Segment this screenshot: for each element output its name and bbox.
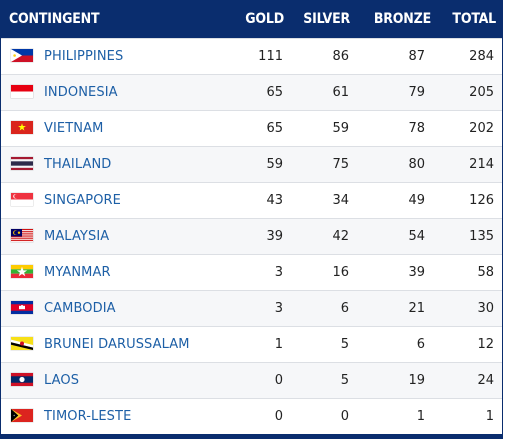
total-count: 205 [469,84,494,100]
header-total[interactable]: TOTAL [452,11,496,28]
total-count: 284 [469,48,494,64]
country-cell: THAILAND [1,146,227,182]
table-row: SINGAPORE 43 34 49 126 [1,182,502,218]
total-count: 24 [477,372,494,388]
table-row: LAOS 0 5 19 24 [1,362,502,398]
bronze-count: 79 [408,84,425,100]
silver-count: 42 [332,228,349,244]
gold-count: 43 [266,192,283,208]
header-silver[interactable]: SILVER [303,11,350,28]
indonesia-flag-icon [11,84,33,98]
country-cell: BRUNEI DARUSSALAM [1,326,227,362]
country-cell: MALAYSIA [1,218,227,254]
total-count: 135 [469,228,494,244]
philippines-flag-icon [11,48,33,62]
country-link-cambodia[interactable]: CAMBODIA [44,300,116,316]
gold-count: 0 [274,408,283,424]
country-cell: VIETNAM [1,110,227,146]
bronze-count: 21 [408,300,425,316]
malaysia-flag-icon [11,228,33,242]
country-link-myanmar[interactable]: MYANMAR [44,264,111,280]
cambodia-flag-icon [11,300,33,314]
total-count: 58 [477,264,494,280]
table-row: MALAYSIA 39 42 54 135 [1,218,502,254]
brunei-flag-icon [11,336,33,350]
bronze-count: 19 [408,372,425,388]
laos-flag-icon [11,372,33,386]
bronze-count: 87 [408,48,425,64]
country-cell: LAOS [1,362,227,398]
myanmar-flag-icon [11,264,33,278]
silver-count: 86 [332,48,349,64]
total-count: 214 [469,156,494,172]
bronze-count: 39 [408,264,425,280]
silver-count: 16 [332,264,349,280]
header-row: CONTINGENT GOLD SILVER BRONZE TOTAL [1,1,502,38]
country-cell: MYANMAR [1,254,227,290]
gold-count: 0 [274,372,283,388]
medal-table-header: CONTINGENT GOLD SILVER BRONZE TOTAL [1,1,502,38]
country-cell: CAMBODIA [1,290,227,326]
gold-count: 1 [274,336,283,352]
gold-count: 111 [258,48,283,64]
country-link-vietnam[interactable]: VIETNAM [44,120,104,136]
gold-count: 65 [266,84,283,100]
total-count: 202 [469,120,494,136]
country-link-laos[interactable]: LAOS [44,372,80,388]
silver-count: 75 [332,156,349,172]
silver-count: 6 [340,300,349,316]
country-cell: PHILIPPINES [1,38,227,74]
medal-table: CONTINGENT GOLD SILVER BRONZE TOTAL PHIL… [1,1,502,434]
header-gold[interactable]: GOLD [245,11,284,28]
silver-count: 5 [340,336,349,352]
bronze-count: 80 [408,156,425,172]
vietnam-flag-icon [11,120,33,134]
thailand-flag-icon [11,156,33,170]
table-row: INDONESIA 65 61 79 205 [1,74,502,110]
country-link-timor-leste[interactable]: TIMOR-LESTE [44,408,132,424]
gold-count: 59 [266,156,283,172]
table-row: MYANMAR 3 16 39 58 [1,254,502,290]
bronze-count: 78 [408,120,425,136]
table-row: CAMBODIA 3 6 21 30 [1,290,502,326]
table-row: TIMOR-LESTE 0 0 1 1 [1,398,502,434]
country-link-philippines[interactable]: PHILIPPINES [44,48,124,64]
silver-count: 5 [340,372,349,388]
bronze-count: 49 [408,192,425,208]
silver-count: 0 [340,408,349,424]
header-contingent[interactable]: CONTINGENT [9,11,100,28]
table-row: VIETNAM 65 59 78 202 [1,110,502,146]
header-bronze[interactable]: BRONZE [373,11,431,28]
table-row: THAILAND 59 75 80 214 [1,146,502,182]
gold-count: 39 [266,228,283,244]
bronze-count: 54 [408,228,425,244]
gold-count: 3 [274,300,283,316]
country-cell: INDONESIA [1,74,227,110]
country-cell: SINGAPORE [1,182,227,218]
gold-count: 65 [266,120,283,136]
country-link-thailand[interactable]: THAILAND [44,156,112,172]
country-link-malaysia[interactable]: MALAYSIA [44,228,110,244]
silver-count: 61 [332,84,349,100]
table-row: BRUNEI DARUSSALAM 1 5 6 12 [1,326,502,362]
bronze-count: 6 [416,336,425,352]
total-count: 12 [477,336,494,352]
total-count: 126 [469,192,494,208]
singapore-flag-icon [11,192,33,206]
total-count: 1 [485,408,494,424]
bronze-count: 1 [416,408,425,424]
gold-count: 3 [274,264,283,280]
silver-count: 34 [332,192,349,208]
table-row: PHILIPPINES 111 86 87 284 [1,38,502,74]
medal-table-body: PHILIPPINES 111 86 87 284 INDONESIA 65 6… [1,38,502,434]
total-count: 30 [477,300,494,316]
country-link-brunei-darussalam[interactable]: BRUNEI DARUSSALAM [44,336,190,352]
country-link-singapore[interactable]: SINGAPORE [44,192,121,208]
country-link-indonesia[interactable]: INDONESIA [44,84,118,100]
silver-count: 59 [332,120,349,136]
timor-leste-flag-icon [11,408,33,422]
country-cell: TIMOR-LESTE [1,398,227,434]
